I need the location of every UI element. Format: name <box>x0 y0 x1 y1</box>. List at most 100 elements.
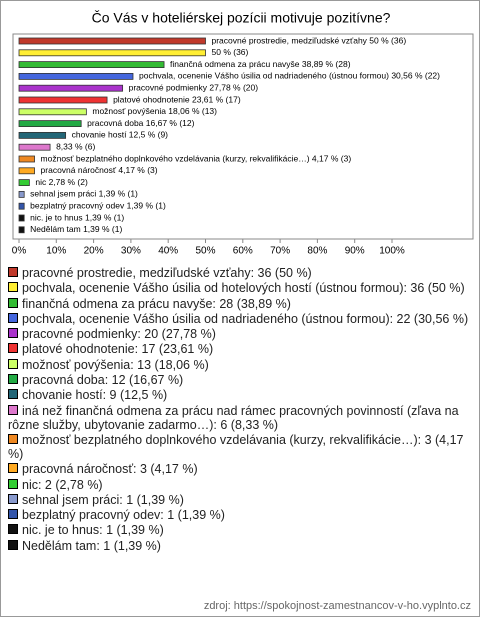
legend-item: bezplatný pracovný odev: 1 (1,39 %) <box>8 508 474 522</box>
bar <box>18 120 82 127</box>
legend-item: finančná odmena za prácu navyše: 28 (38,… <box>8 297 474 311</box>
legend-item: pracovné prostredie, medziľudské vzťahy:… <box>8 266 474 280</box>
bar <box>18 131 67 139</box>
legend-item: nic. je to hnus: 1 (1,39 %) <box>8 523 474 537</box>
bar <box>18 167 35 175</box>
legend-item: platové ohodnotenie: 17 (23,61 %) <box>8 342 474 356</box>
legend-item: Nedělám tam: 1 (1,39 %) <box>8 539 474 553</box>
legend-item: pracovné podmienky: 20 (27,78 %) <box>8 327 474 341</box>
bar-label: pracovná náročnosť 4,17 % (3) <box>41 165 158 175</box>
legend-label: iná než finančná odmena za prácu nad rám… <box>8 403 459 432</box>
x-tick-label: 100% <box>379 246 405 257</box>
legend-swatch <box>8 493 18 504</box>
x-tick-label: 20% <box>84 246 104 257</box>
legend-swatch <box>8 524 18 535</box>
bar-label: chovanie hostí 12,5 % (9) <box>72 130 169 140</box>
chart-title: Čo Vás v hoteliérskej pozícii motivuje p… <box>92 10 391 26</box>
x-tick-label: 60% <box>233 246 253 257</box>
legend-item: pracovná doba: 12 (16,67 %) <box>8 373 474 387</box>
legend-item: chovanie hostí: 9 (12,5 %) <box>8 388 474 402</box>
x-tick-label: 30% <box>121 246 141 257</box>
legend-item: nic: 2 (2,78 %) <box>8 478 474 492</box>
legend-item: pochvala, ocenenie Vášho úsilia od hotel… <box>8 281 474 295</box>
x-tick-label: 50% <box>195 246 215 257</box>
legend-label: pracovné podmienky: 20 (27,78 %) <box>22 327 216 342</box>
legend-item: možnosť povýšenia: 13 (18,06 %) <box>8 358 474 372</box>
legend-item: iná než finančná odmena za prácu nad rám… <box>8 404 474 432</box>
bar <box>18 226 25 234</box>
legend-label: platové ohodnotenie: 17 (23,61 %) <box>22 342 214 357</box>
x-tick-label: 0% <box>12 246 27 257</box>
bar-label: nic 2,78 % (2) <box>35 177 88 187</box>
bar <box>18 96 108 104</box>
legend-swatch <box>8 478 18 489</box>
bar <box>18 61 165 68</box>
legend-swatch <box>8 463 18 474</box>
bar <box>18 49 206 57</box>
bar-label: možnosť povýšenia 18,06 % (13) <box>92 106 217 116</box>
bar-label: sehnal jsem práci 1,39 % (1) <box>30 189 138 199</box>
legend-label: bezplatný pracovný odev: 1 (1,39 %) <box>22 508 225 523</box>
bar <box>18 190 25 198</box>
legend-swatch <box>8 374 18 385</box>
bar-label: Nedělám tam 1,39 % (1) <box>30 224 122 234</box>
bar-label: 50 % (36) <box>212 47 249 57</box>
bar-label: pracovná doba 16,67 % (12) <box>87 118 194 128</box>
bar-label: pracovné prostredie, medziľudské vzťahy … <box>212 35 407 45</box>
bar-label: pracovné podmienky 27,78 % (20) <box>129 82 259 92</box>
legend-swatch <box>8 297 18 308</box>
legend-swatch <box>8 343 18 354</box>
legend-swatch <box>8 312 18 323</box>
legend-label: pracovné prostredie, medziľudské vzťahy:… <box>22 266 312 280</box>
legend-swatch <box>8 539 18 550</box>
bar-label: 8,33 % (6) <box>56 141 95 151</box>
bar <box>18 37 206 45</box>
bar-label: nic. je to hnus 1,39 % (1) <box>30 212 124 222</box>
legend-label: pochvala, ocenenie Vášho úsilia od hotel… <box>22 281 465 296</box>
legend-swatch <box>8 267 18 277</box>
legend-swatch <box>8 282 18 293</box>
bar <box>18 155 35 163</box>
bar-label: platové ohodnotenie 23,61 % (17) <box>113 94 241 104</box>
legend-swatch <box>8 509 18 520</box>
bar <box>18 202 25 210</box>
bar <box>18 143 51 151</box>
x-tick-label: 10% <box>46 246 66 257</box>
bar <box>18 73 134 80</box>
legend-item: pracovná náročnosť: 3 (4,17 %) <box>8 462 474 476</box>
legend-label: chovanie hostí: 9 (12,5 %) <box>22 388 168 403</box>
legend-label: možnosť bezplatného doplnkového vzdeláva… <box>8 432 464 461</box>
bar <box>18 179 30 187</box>
x-tick-label: 90% <box>345 246 365 257</box>
bar-label: finančná odmena za prácu navyše 38,89 % … <box>170 59 351 69</box>
legend-label: nic. je to hnus: 1 (1,39 %) <box>22 523 164 538</box>
legend-label: pracovná náročnosť: 3 (4,17 %) <box>22 462 198 477</box>
bar <box>18 108 87 116</box>
legend-item: sehnal jsem práci: 1 (1,39 %) <box>8 493 474 507</box>
legend-label: nic: 2 (2,78 %) <box>22 477 103 492</box>
chart: Čo Vás v hoteliérskej pozícii motivuje p… <box>12 10 474 257</box>
bar <box>18 84 124 92</box>
bar-label: bezplatný pracovný odev 1,39 % (1) <box>30 200 166 210</box>
x-tick-label: 80% <box>307 246 327 257</box>
bar <box>18 214 25 222</box>
legend: pracovné prostredie, medziľudské vzťahy:… <box>8 266 474 554</box>
bar-label: pochvala, ocenenie Vášho úsilia od nadri… <box>139 71 440 81</box>
legend-swatch <box>8 389 18 400</box>
legend-label: finančná odmena za prácu navyše: 28 (38,… <box>22 296 291 311</box>
legend-swatch <box>8 433 18 444</box>
legend-swatch <box>8 328 18 339</box>
legend-item: pochvala, ocenenie Vášho úsilia od nadri… <box>8 312 474 326</box>
legend-swatch <box>8 404 18 415</box>
x-tick-label: 40% <box>158 246 178 257</box>
bar-label: možnosť bezplatného doplnkového vzdeláva… <box>41 153 352 163</box>
x-tick-label: 70% <box>270 246 290 257</box>
legend-swatch <box>8 358 18 369</box>
source: zdroj: https://spokojnost-zamestnancov-v… <box>203 600 471 612</box>
legend-label: pracovná doba: 12 (16,67 %) <box>22 373 184 388</box>
legend-item: možnosť bezplatného doplnkového vzdeláva… <box>8 433 474 461</box>
legend-label: pochvala, ocenenie Vášho úsilia od nadri… <box>22 311 469 326</box>
legend-label: sehnal jsem práci: 1 (1,39 %) <box>22 492 184 507</box>
legend-label: možnosť povýšenia: 13 (18,06 %) <box>22 357 209 372</box>
